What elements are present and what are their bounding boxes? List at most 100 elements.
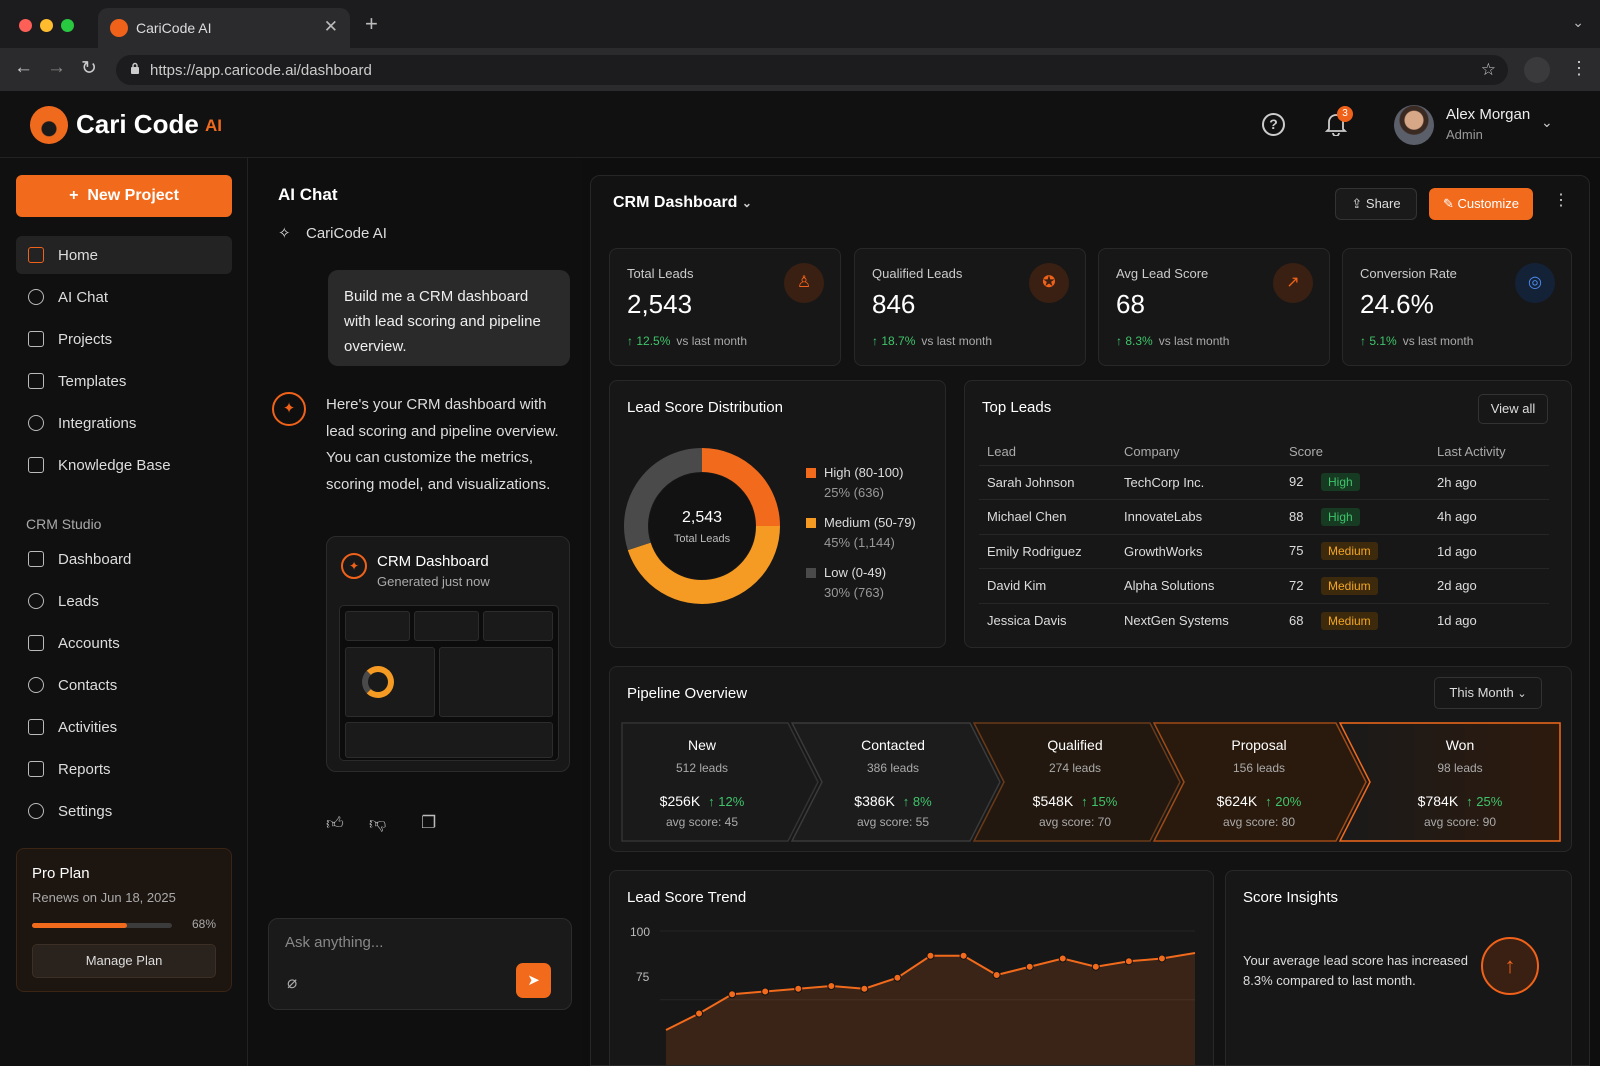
donut-chart — [624, 448, 780, 604]
pipeline-stage-won[interactable]: Won 98 leads $784K ↑ 25% avg score: 90 — [1368, 721, 1552, 841]
sidebar-item-label: Activities — [58, 719, 118, 736]
top-leads-panel: Top Leads View all Lead Company Score La… — [964, 380, 1572, 648]
user-icon: ♙ — [784, 263, 824, 303]
dashboard-title[interactable]: CRM Dashboard ⌄ — [613, 194, 752, 212]
sidebar-item-leads[interactable]: Leads — [16, 582, 232, 620]
pipeline-stage-qualified[interactable]: Qualified 274 leads $548K ↑ 15% avg score: 7… — [992, 721, 1158, 841]
column-header[interactable]: Company — [1124, 439, 1289, 466]
bookmark-star-icon[interactable]: ☆ — [1480, 60, 1496, 79]
chevron-down-icon[interactable]: ⌄ — [1541, 114, 1553, 130]
donut-center-value: 2,543 — [681, 509, 723, 526]
sidebar-item-home[interactable]: Home — [16, 236, 232, 274]
close-window-dot[interactable] — [19, 19, 32, 32]
lead-score-cell: 72 Medium — [1289, 568, 1437, 604]
period-select[interactable]: This Month ⌄ — [1434, 677, 1542, 709]
url-field[interactable]: https://app.caricode.ai/dashboard ☆ — [116, 55, 1508, 85]
attach-icon[interactable]: ⌀ — [287, 973, 298, 992]
tab-search-chevron-icon[interactable]: ⌄ — [1572, 14, 1584, 30]
sidebar-item-label: Home — [58, 247, 99, 264]
panel-title: Pipeline Overview — [627, 685, 748, 702]
pencil-icon: ✎ — [1443, 196, 1458, 211]
more-options-icon[interactable]: ⋮ — [1553, 192, 1569, 209]
table-row[interactable]: Michael Chen InnovateLabs 88 High 4h ago — [979, 499, 1549, 535]
new-project-button[interactable]: + New Project — [16, 175, 232, 217]
share-button[interactable]: ⇪ Share — [1335, 188, 1417, 220]
plan-usage-fill — [32, 923, 128, 928]
reload-icon[interactable]: ↻ — [81, 58, 97, 79]
thumbs-up-icon[interactable]: 👍︎ — [326, 814, 344, 833]
browser-tab[interactable]: CariCode AI ✕ — [98, 8, 350, 48]
sidebar-item-settings[interactable]: Settings — [16, 792, 232, 830]
ai-avatar-icon: ✦ — [272, 392, 306, 426]
maximize-window-dot[interactable] — [61, 19, 74, 32]
lead-score: 92 — [1289, 474, 1304, 490]
sidebar-item-label: Leads — [58, 593, 99, 610]
kpi-label: Total Leads — [627, 266, 694, 281]
sidebar-item-knowledge-base[interactable]: Knowledge Base — [16, 446, 232, 484]
stage-leads: 274 leads — [1048, 761, 1102, 775]
stage-name: Contacted — [861, 737, 925, 753]
sidebar-item-dashboard[interactable]: Dashboard — [16, 540, 232, 578]
browser-menu-icon[interactable]: ⋮ — [1570, 58, 1588, 78]
sidebar-item-contacts[interactable]: Contacts — [16, 666, 232, 704]
sidebar-item-activities[interactable]: Activities — [16, 708, 232, 746]
back-icon[interactable]: ← — [14, 57, 33, 78]
book-icon — [28, 457, 44, 473]
trend-point — [695, 1009, 704, 1018]
column-header[interactable]: Lead — [979, 439, 1124, 466]
sidebar-item-integrations[interactable]: Integrations — [16, 404, 232, 442]
stage-name: Proposal — [1231, 737, 1287, 753]
legend-detail: 25% (636) — [824, 485, 884, 500]
gear-icon — [28, 803, 44, 819]
new-tab-icon[interactable]: + — [365, 11, 378, 36]
view-all-button[interactable]: View all — [1478, 394, 1548, 424]
browser-profile-icon[interactable] — [1524, 57, 1550, 83]
plan-usage-percent: 68% — [192, 917, 217, 931]
table-row[interactable]: David Kim Alpha Solutions 72 Medium 2d ago — [979, 568, 1549, 604]
chat-input[interactable]: Ask anything... ⌀ ➤ — [268, 918, 572, 1010]
minimize-window-dot[interactable] — [40, 19, 53, 32]
pipeline-stage-proposal[interactable]: Proposal 156 leads $624K ↑ 20% avg score: 80 — [1176, 721, 1342, 841]
panel-title: Top Leads — [982, 399, 1052, 416]
send-button[interactable]: ➤ — [516, 963, 551, 998]
generated-dashboard-card[interactable]: ✦ CRM Dashboard Generated just now — [326, 536, 570, 772]
chat-icon — [28, 289, 44, 305]
pipeline-stage-contacted[interactable]: Contacted 386 leads $386K ↑ 8% avg score: 55 — [810, 721, 976, 841]
trend-point — [1124, 957, 1133, 966]
sidebar-item-reports[interactable]: Reports — [16, 750, 232, 788]
sidebar-item-templates[interactable]: Templates — [16, 362, 232, 400]
score-tag: Medium — [1321, 576, 1378, 595]
column-header[interactable]: Last Activity — [1437, 439, 1549, 466]
sidebar-item-ai-chat[interactable]: AI Chat — [16, 278, 232, 316]
close-tab-icon[interactable]: ✕ — [323, 17, 338, 36]
kpi-change-value: 18.7% — [881, 334, 916, 348]
lead-company: GrowthWorks — [1124, 534, 1289, 569]
trend-point — [761, 987, 770, 996]
table-row[interactable]: Jessica Davis NextGen Systems 68 Medium 1d a… — [979, 603, 1549, 638]
stage-change: ↑ 12% — [708, 794, 745, 809]
table-row[interactable]: Emily Rodriguez GrowthWorks 75 Medium 1d ago — [979, 534, 1549, 569]
lead-score: 75 — [1289, 543, 1304, 559]
y-tick-label: 75 — [636, 970, 650, 984]
forward-icon[interactable]: → — [47, 57, 66, 78]
copy-icon[interactable]: ❐ — [421, 813, 437, 832]
avatar[interactable] — [1394, 105, 1434, 145]
kpi-compare: vs last month — [676, 334, 748, 348]
score-insights-panel: Score Insights Your average lead score h… — [1225, 870, 1572, 1065]
sidebar-item-projects[interactable]: Projects — [16, 320, 232, 358]
manage-plan-button[interactable]: Manage Plan — [32, 944, 216, 978]
customize-button[interactable]: ✎ Customize — [1429, 188, 1533, 220]
trend-point — [1091, 962, 1100, 971]
dashboard-thumbnail — [339, 605, 559, 761]
table-row[interactable]: Sarah Johnson TechCorp Inc. 92 High 2h ago — [979, 465, 1549, 500]
user-name[interactable]: Alex Morgan — [1446, 106, 1531, 123]
column-header[interactable]: Score — [1289, 439, 1437, 466]
stage-value-row: $256K ↑ 12% — [622, 793, 782, 809]
pipeline-stage-new[interactable]: New 512 leads $256K ↑ 12% avg score: 45 — [622, 721, 782, 841]
thumbs-down-icon[interactable]: 👎︎ — [369, 814, 387, 833]
kpi-change-value: 12.5% — [636, 334, 671, 348]
help-icon[interactable]: ? — [1262, 113, 1285, 136]
brand-logo-icon — [30, 106, 68, 144]
kpi-change: ↑ 5.1% vs last month — [1360, 334, 1474, 348]
sidebar-item-accounts[interactable]: Accounts — [16, 624, 232, 662]
